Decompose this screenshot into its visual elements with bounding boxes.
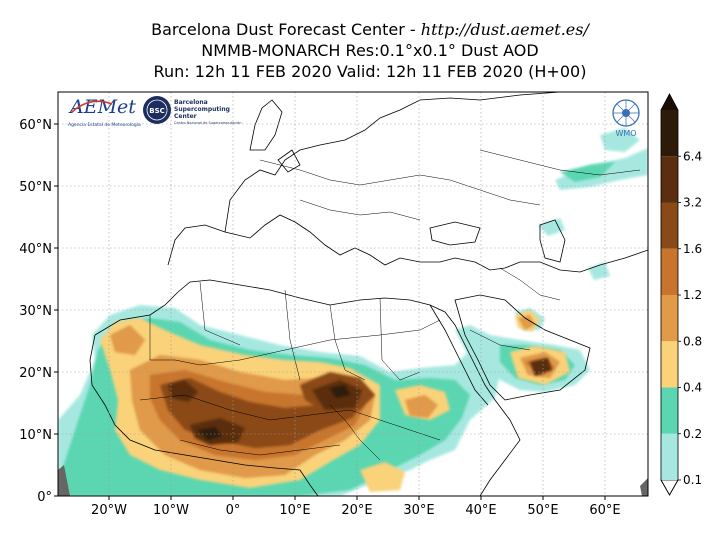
y-tick-label: 30°N xyxy=(19,304,52,319)
y-tick-label: 20°N xyxy=(19,366,52,381)
x-tick-label: 10°W xyxy=(153,503,189,518)
colorbar-segment xyxy=(661,202,678,249)
title-prefix: Barcelona Dust Forecast Center - xyxy=(151,20,421,39)
x-tick-label: 50°E xyxy=(527,503,558,518)
title-line-1: Barcelona Dust Forecast Center - http://… xyxy=(8,20,724,40)
y-tick-label: 50°N xyxy=(19,180,52,195)
bsc-logo: BSC Barcelona Supercomputing Center Cent… xyxy=(143,96,241,125)
wmo-logo: WMO xyxy=(612,99,640,138)
no-data-patch-east xyxy=(640,478,648,496)
bsc-logo-line3: Center xyxy=(174,113,197,120)
colorbar-label: 1.6 xyxy=(683,242,702,256)
colorbar-segment xyxy=(661,433,678,480)
title-url: http://dust.aemet.es/ xyxy=(420,20,589,39)
colorbar-label: 6.4 xyxy=(683,149,702,163)
x-tick-label: 20°E xyxy=(341,503,372,518)
colorbar-segment xyxy=(661,341,678,388)
bsc-logo-line2: Supercomputing xyxy=(174,106,230,113)
title-line-2: NMMB-MONARCH Res:0.1°x0.1° Dust AOD xyxy=(201,41,539,60)
title-line-3: Run: 12h 11 FEB 2020 Valid: 12h 11 FEB 2… xyxy=(153,62,587,81)
y-tick-label: 60°N xyxy=(19,118,52,133)
y-tick-label: 10°N xyxy=(19,428,52,443)
colorbar-segment xyxy=(661,248,678,295)
y-tick-label: 0° xyxy=(37,490,52,505)
dust-level-6.4 xyxy=(198,385,350,440)
colorbar-label: 0.2 xyxy=(683,427,702,441)
map-frame xyxy=(57,91,649,497)
colorbar-over-extension xyxy=(661,94,678,110)
colorbar-outline xyxy=(660,93,679,496)
colorbar-segment xyxy=(661,110,678,157)
no-data-patch xyxy=(58,465,70,496)
x-tick-label: 0° xyxy=(226,503,241,518)
aemet-logo: AEMet Agencia Estatal de Meteorología xyxy=(68,96,141,128)
aemet-logo-text: AEMet xyxy=(68,96,136,118)
aemet-logo-subtitle: Agencia Estatal de Meteorología xyxy=(68,121,141,128)
colorbar-label: 0.8 xyxy=(683,334,702,348)
bsc-logo-line1: Barcelona xyxy=(174,99,208,106)
x-tick-label: 60°E xyxy=(589,503,620,518)
x-tick-label: 30°E xyxy=(403,503,434,518)
x-tick-label: 10°E xyxy=(279,503,310,518)
colorbar-label: 0.4 xyxy=(683,381,702,395)
bsc-logo-line4: Centro Nacional de Supercomputación xyxy=(174,121,241,125)
colorbar-label: 0.1 xyxy=(683,473,702,487)
wmo-logo-text: WMO xyxy=(615,129,636,138)
x-tick-labels: 20°W 10°W 0° 10°E 20°E 30°E 40°E 50°E 60… xyxy=(91,503,621,518)
colorbar: 0.1 0.2 0.4 0.8 1.2 1.6 3.2 6.4 xyxy=(660,93,702,496)
x-tick-label: 40°E xyxy=(465,503,496,518)
y-tick-labels: 0° 10°N 20°N 30°N 40°N 50°N 60°N xyxy=(19,118,52,505)
colorbar-segment xyxy=(661,295,678,342)
country-borders xyxy=(139,149,641,461)
bsc-logo-badge: BSC xyxy=(149,107,165,115)
colorbar-label: 1.2 xyxy=(683,288,702,302)
x-tick-label: 20°W xyxy=(91,503,127,518)
coastlines xyxy=(89,92,648,496)
dust-field xyxy=(58,92,648,496)
x-ticks xyxy=(108,496,606,500)
colorbar-segment xyxy=(661,156,678,203)
y-tick-label: 40°N xyxy=(19,242,52,257)
colorbar-segment xyxy=(661,387,678,434)
colorbar-under-extension xyxy=(660,479,679,496)
graticule xyxy=(58,92,648,496)
y-ticks xyxy=(54,123,58,497)
colorbar-label: 3.2 xyxy=(683,196,702,210)
